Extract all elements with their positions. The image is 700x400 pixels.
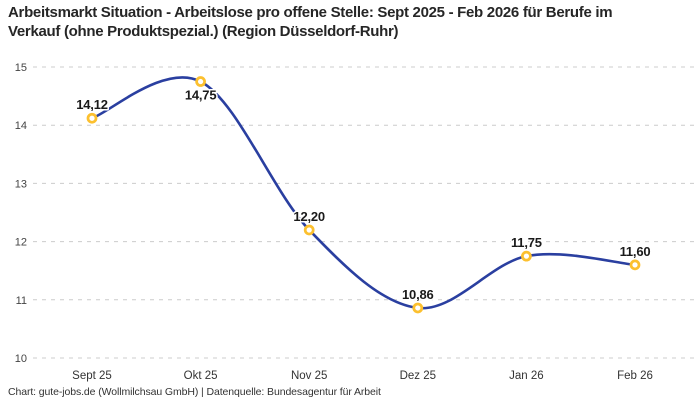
y-tick-label: 14 bbox=[15, 120, 27, 132]
y-tick-label: 15 bbox=[15, 62, 27, 74]
x-tick-label: Okt 25 bbox=[184, 370, 218, 382]
series-line bbox=[90, 76, 637, 310]
data-point-label: 10,86 bbox=[402, 287, 434, 302]
chart-attribution: Chart: gute-jobs.de (Wollmilchsau GmbH) … bbox=[8, 386, 381, 398]
data-point-label: 12,20 bbox=[293, 209, 325, 224]
y-tick-label: 13 bbox=[15, 178, 27, 190]
data-point-marker bbox=[521, 250, 532, 262]
y-tick-label: 12 bbox=[15, 237, 27, 249]
data-point-marker bbox=[629, 259, 641, 271]
data-point-label: 11,60 bbox=[620, 244, 651, 259]
x-tick-label: Jan 26 bbox=[509, 370, 544, 382]
data-point-marker bbox=[412, 302, 424, 314]
data-point-label: 14,12 bbox=[76, 97, 108, 112]
data-point-marker bbox=[86, 112, 98, 124]
data-point-marker bbox=[303, 224, 315, 236]
x-tick-label: Dez 25 bbox=[400, 370, 436, 382]
x-tick-label: Nov 25 bbox=[291, 370, 327, 382]
chart-title: Arbeitsmarkt Situation - Arbeitslose pro… bbox=[8, 4, 613, 41]
y-tick-label: 11 bbox=[16, 295, 27, 307]
x-tick-label: Feb 26 bbox=[617, 370, 653, 382]
y-tick-label: 10 bbox=[15, 353, 27, 365]
data-point-label: 14,75 bbox=[185, 88, 217, 103]
data-point-marker bbox=[195, 76, 206, 87]
x-tick-label: Sept 25 bbox=[72, 370, 112, 382]
data-point-label: 11,75 bbox=[511, 235, 542, 250]
